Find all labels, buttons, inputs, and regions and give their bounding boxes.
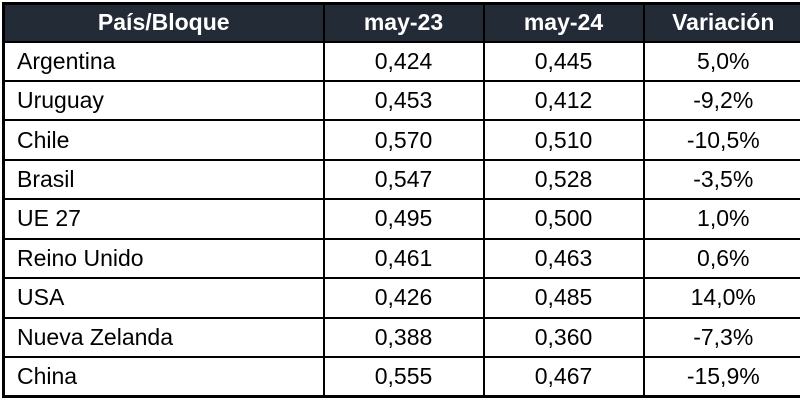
cell-variacion: 0,6%: [644, 239, 800, 278]
header-may-24: may-24: [484, 4, 644, 42]
header-pais-bloque: País/Bloque: [4, 4, 324, 42]
table-row: China 0,555 0,467 -15,9%: [4, 357, 800, 397]
cell-may24: 0,510: [484, 120, 644, 159]
cell-variacion: 14,0%: [644, 278, 800, 317]
cell-variacion: 1,0%: [644, 199, 800, 238]
header-row: País/Bloque may-23 may-24 Variación: [4, 4, 800, 42]
cell-pais: China: [4, 357, 324, 397]
cell-may23: 0,426: [324, 278, 484, 317]
cell-variacion: -3,5%: [644, 160, 800, 199]
table-row: USA 0,426 0,485 14,0%: [4, 278, 800, 317]
table-row: Uruguay 0,453 0,412 -9,2%: [4, 81, 800, 120]
cell-may23: 0,424: [324, 42, 484, 81]
table-row: Brasil 0,547 0,528 -3,5%: [4, 160, 800, 199]
cell-pais: UE 27: [4, 199, 324, 238]
cell-may24: 0,412: [484, 81, 644, 120]
cell-pais: USA: [4, 278, 324, 317]
cell-may24: 0,485: [484, 278, 644, 317]
cell-variacion: -15,9%: [644, 357, 800, 397]
cell-may23: 0,495: [324, 199, 484, 238]
cell-pais: Uruguay: [4, 81, 324, 120]
cell-may23: 0,461: [324, 239, 484, 278]
cell-may24: 0,467: [484, 357, 644, 397]
cell-pais: Nueva Zelanda: [4, 318, 324, 357]
cell-pais: Reino Unido: [4, 239, 324, 278]
cell-may23: 0,453: [324, 81, 484, 120]
cell-may23: 0,570: [324, 120, 484, 159]
table-row: Nueva Zelanda 0,388 0,360 -7,3%: [4, 318, 800, 357]
cell-pais: Argentina: [4, 42, 324, 81]
header-variacion: Variación: [644, 4, 800, 42]
cell-may24: 0,500: [484, 199, 644, 238]
table-row: Argentina 0,424 0,445 5,0%: [4, 42, 800, 81]
cell-may24: 0,360: [484, 318, 644, 357]
cell-may23: 0,555: [324, 357, 484, 397]
cell-may24: 0,463: [484, 239, 644, 278]
cell-may23: 0,547: [324, 160, 484, 199]
table-row: UE 27 0,495 0,500 1,0%: [4, 199, 800, 238]
cell-may24: 0,528: [484, 160, 644, 199]
cell-pais: Chile: [4, 120, 324, 159]
cell-variacion: -7,3%: [644, 318, 800, 357]
table-row: Chile 0,570 0,510 -10,5%: [4, 120, 800, 159]
cell-variacion: -9,2%: [644, 81, 800, 120]
cell-variacion: 5,0%: [644, 42, 800, 81]
cell-variacion: -10,5%: [644, 120, 800, 159]
cell-may24: 0,445: [484, 42, 644, 81]
header-may-23: may-23: [324, 4, 484, 42]
cell-may23: 0,388: [324, 318, 484, 357]
table-row: Reino Unido 0,461 0,463 0,6%: [4, 239, 800, 278]
cell-pais: Brasil: [4, 160, 324, 199]
